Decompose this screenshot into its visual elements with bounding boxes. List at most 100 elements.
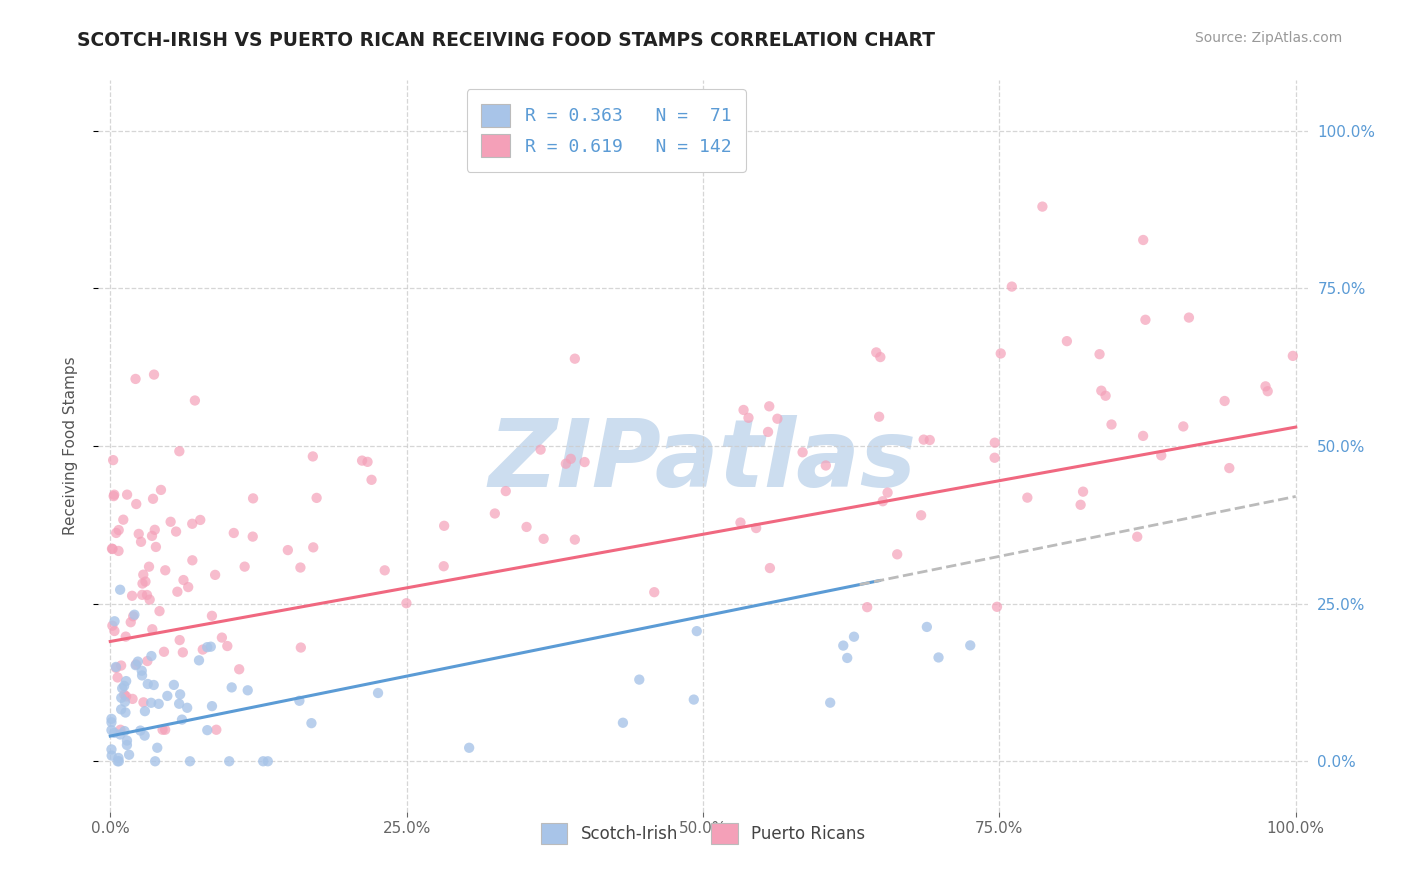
Point bbox=[533, 532, 555, 546]
Point bbox=[153, 645, 176, 659]
Point bbox=[792, 445, 814, 459]
Point bbox=[115, 690, 138, 704]
Point bbox=[758, 400, 780, 414]
Point bbox=[288, 694, 311, 708]
Point bbox=[100, 715, 122, 730]
Point bbox=[195, 723, 218, 738]
Point bbox=[516, 520, 538, 534]
Point bbox=[205, 723, 228, 737]
Point bbox=[766, 411, 789, 425]
Point bbox=[107, 670, 129, 684]
Point bbox=[818, 696, 841, 710]
Point bbox=[433, 518, 456, 533]
Point bbox=[131, 588, 153, 602]
Point bbox=[305, 491, 328, 505]
Point bbox=[1132, 429, 1154, 443]
Point bbox=[107, 523, 129, 537]
Point bbox=[114, 724, 136, 739]
Point bbox=[1090, 384, 1112, 398]
Point bbox=[152, 723, 174, 737]
Point bbox=[201, 608, 224, 623]
Point bbox=[124, 607, 146, 622]
Point bbox=[172, 645, 194, 659]
Point bbox=[236, 683, 259, 698]
Point bbox=[125, 657, 148, 672]
Point bbox=[1088, 347, 1111, 361]
Point bbox=[108, 582, 131, 597]
Point bbox=[301, 450, 323, 464]
Point bbox=[136, 654, 159, 668]
Point bbox=[560, 451, 582, 466]
Point bbox=[832, 639, 855, 653]
Point bbox=[131, 664, 153, 678]
Point bbox=[983, 450, 1005, 465]
Point bbox=[990, 346, 1012, 360]
Point bbox=[1094, 389, 1116, 403]
Point bbox=[118, 747, 141, 762]
Point bbox=[986, 599, 1008, 614]
Point bbox=[1218, 461, 1240, 475]
Point bbox=[108, 727, 131, 741]
Point bbox=[1150, 449, 1173, 463]
Point bbox=[564, 533, 586, 547]
Point bbox=[100, 742, 122, 756]
Point bbox=[433, 559, 456, 574]
Point bbox=[868, 409, 890, 424]
Point bbox=[141, 529, 163, 543]
Point bbox=[177, 580, 200, 594]
Y-axis label: Receiving Food Stamps: Receiving Food Stamps bbox=[63, 357, 77, 535]
Point bbox=[131, 668, 153, 682]
Point bbox=[856, 600, 879, 615]
Point bbox=[103, 489, 125, 503]
Point bbox=[1257, 384, 1279, 399]
Point bbox=[984, 435, 1007, 450]
Legend: Scotch-Irish, Puerto Ricans: Scotch-Irish, Puerto Ricans bbox=[534, 816, 872, 851]
Point bbox=[141, 648, 163, 663]
Point bbox=[184, 393, 207, 408]
Point bbox=[101, 618, 124, 632]
Point bbox=[107, 544, 129, 558]
Point bbox=[121, 589, 143, 603]
Point bbox=[112, 679, 135, 693]
Point bbox=[1056, 334, 1078, 348]
Point bbox=[301, 716, 323, 731]
Point bbox=[1101, 417, 1123, 432]
Text: ZIPatlas: ZIPatlas bbox=[489, 415, 917, 507]
Point bbox=[172, 573, 194, 587]
Point bbox=[737, 410, 759, 425]
Point bbox=[374, 563, 396, 577]
Point bbox=[124, 372, 146, 386]
Point bbox=[367, 686, 389, 700]
Point bbox=[918, 433, 941, 447]
Point bbox=[141, 696, 163, 710]
Point bbox=[125, 497, 148, 511]
Point bbox=[912, 433, 935, 447]
Point bbox=[141, 622, 163, 636]
Point bbox=[114, 706, 136, 720]
Point bbox=[242, 530, 264, 544]
Point bbox=[101, 453, 124, 467]
Point bbox=[100, 723, 122, 738]
Point bbox=[169, 444, 191, 458]
Point bbox=[290, 640, 312, 655]
Point bbox=[252, 754, 274, 768]
Point bbox=[1126, 530, 1149, 544]
Point bbox=[1135, 313, 1157, 327]
Point bbox=[1178, 310, 1201, 325]
Point bbox=[352, 453, 374, 467]
Point bbox=[146, 740, 169, 755]
Point bbox=[107, 754, 129, 768]
Point bbox=[1001, 279, 1024, 293]
Point bbox=[188, 513, 211, 527]
Point bbox=[111, 681, 134, 696]
Point bbox=[686, 624, 709, 639]
Point bbox=[110, 723, 132, 737]
Point bbox=[112, 688, 135, 702]
Point bbox=[138, 592, 160, 607]
Point bbox=[105, 525, 128, 540]
Point bbox=[360, 473, 382, 487]
Point bbox=[1254, 379, 1277, 393]
Point bbox=[201, 699, 224, 714]
Point bbox=[1017, 491, 1039, 505]
Point bbox=[156, 689, 179, 703]
